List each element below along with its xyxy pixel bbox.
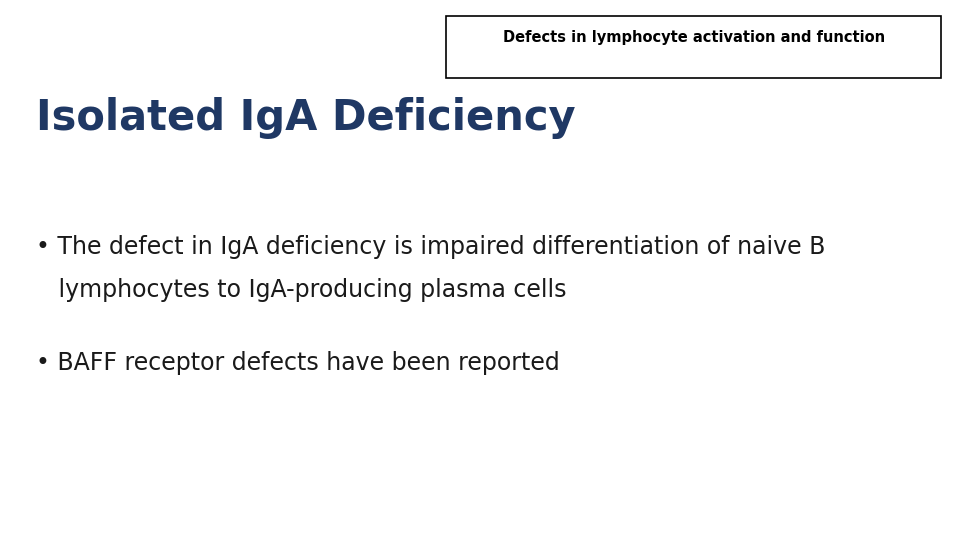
Text: Defects in lymphocyte activation and function: Defects in lymphocyte activation and fun… [502, 30, 885, 45]
Text: • BAFF receptor defects have been reported: • BAFF receptor defects have been report… [36, 351, 561, 375]
Text: • The defect in IgA deficiency is impaired differentiation of naive B: • The defect in IgA deficiency is impair… [36, 235, 826, 259]
Text: Isolated IgA Deficiency: Isolated IgA Deficiency [36, 97, 576, 139]
FancyBboxPatch shape [446, 16, 941, 78]
Text: lymphocytes to IgA-producing plasma cells: lymphocytes to IgA-producing plasma cell… [36, 278, 567, 302]
